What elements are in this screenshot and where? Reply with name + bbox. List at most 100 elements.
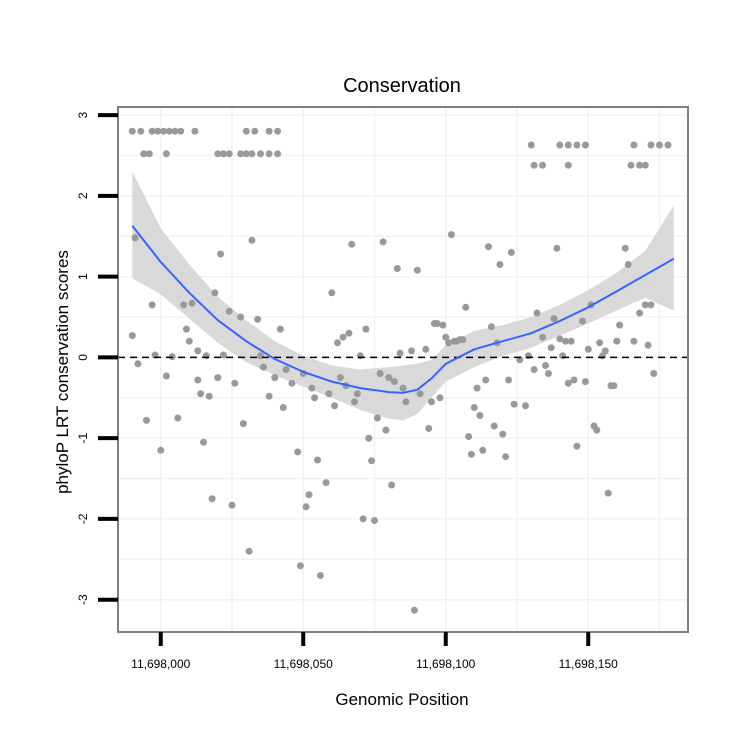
data-point [191, 127, 199, 135]
data-point [627, 161, 635, 169]
data-point [442, 333, 450, 341]
data-point [214, 150, 222, 158]
data-point [365, 434, 373, 442]
data-point [650, 370, 658, 377]
grid [118, 107, 688, 632]
data-point [237, 313, 245, 321]
data-point [274, 150, 282, 158]
data-point [336, 374, 344, 382]
data-point [225, 150, 233, 158]
data-point [408, 347, 416, 355]
data-point [613, 337, 621, 345]
data-point [542, 362, 549, 369]
data-point [522, 402, 529, 410]
data-point [148, 127, 156, 135]
data-point [185, 337, 193, 345]
data-point [205, 392, 213, 400]
y-tick-label: -3 [76, 594, 90, 605]
data-point [154, 127, 162, 135]
data-point [376, 370, 384, 377]
data-point [544, 370, 552, 377]
data-point [325, 390, 333, 398]
data-point [647, 301, 655, 309]
x-axis: 11,698,000 11,698,050 11,698,100 11,698,150 [131, 632, 618, 671]
data-point [616, 321, 624, 329]
data-point [596, 339, 604, 347]
data-point [165, 127, 173, 135]
data-point [254, 315, 262, 323]
y-axis: -3 -2 -1 0 1 2 3 [76, 111, 118, 605]
data-point [505, 376, 512, 384]
data-point [476, 412, 484, 419]
data-point [231, 379, 239, 387]
data-point [610, 382, 618, 390]
data-point [211, 289, 219, 297]
data-point [194, 347, 202, 355]
data-point [530, 161, 538, 169]
data-point [356, 352, 364, 360]
data-point [573, 141, 581, 149]
y-tick-label: -1 [76, 433, 90, 444]
data-point [134, 360, 142, 368]
data-point [242, 127, 250, 135]
data-point [219, 351, 227, 359]
data-point [604, 489, 612, 497]
data-point [553, 244, 561, 252]
data-point [140, 150, 148, 158]
data-point [439, 321, 447, 329]
data-point [265, 150, 273, 158]
data-point [308, 384, 316, 392]
data-point [507, 248, 515, 256]
data-point [490, 422, 498, 430]
data-point [656, 141, 663, 149]
data-point [239, 420, 247, 428]
data-point [245, 547, 253, 555]
data-point [564, 141, 572, 149]
data-point [416, 390, 424, 398]
data-point [311, 394, 319, 402]
data-point [145, 150, 153, 158]
data-point [482, 376, 490, 384]
data-point [467, 450, 475, 458]
data-point [157, 446, 165, 454]
data-point [197, 390, 205, 398]
data-point [177, 127, 185, 135]
data-point [251, 127, 259, 135]
y-axis-title: phyloP LRT conservation scores [53, 250, 72, 494]
data-point [636, 161, 644, 169]
y-tick-label: 1 [76, 273, 90, 280]
data-point [390, 378, 398, 386]
data-point [314, 456, 321, 464]
data-point [547, 344, 555, 352]
data-point [296, 562, 304, 570]
data-point [413, 266, 421, 274]
x-tick-label: 11,698,000 [131, 657, 190, 671]
data-point [556, 335, 564, 343]
data-point [274, 127, 282, 135]
data-point [601, 347, 609, 355]
data-point [265, 392, 273, 400]
confidence-ribbon [132, 171, 674, 421]
data-point [202, 352, 210, 360]
data-point [630, 337, 638, 345]
data-point [624, 261, 632, 268]
data-point [462, 303, 470, 311]
data-point [279, 404, 287, 411]
data-point [160, 127, 168, 135]
data-point [302, 503, 310, 511]
data-point [288, 379, 296, 387]
chart-title: Conservation [343, 75, 461, 97]
data-point [436, 394, 444, 402]
data-point [556, 141, 564, 149]
data-point [530, 366, 538, 373]
data-point [322, 479, 330, 487]
data-point [388, 481, 396, 489]
data-point [371, 517, 378, 524]
data-point [248, 150, 256, 158]
data-point [379, 238, 387, 246]
data-point [593, 426, 601, 434]
data-point [294, 448, 302, 456]
data-point [496, 261, 504, 268]
data-point [641, 161, 649, 169]
